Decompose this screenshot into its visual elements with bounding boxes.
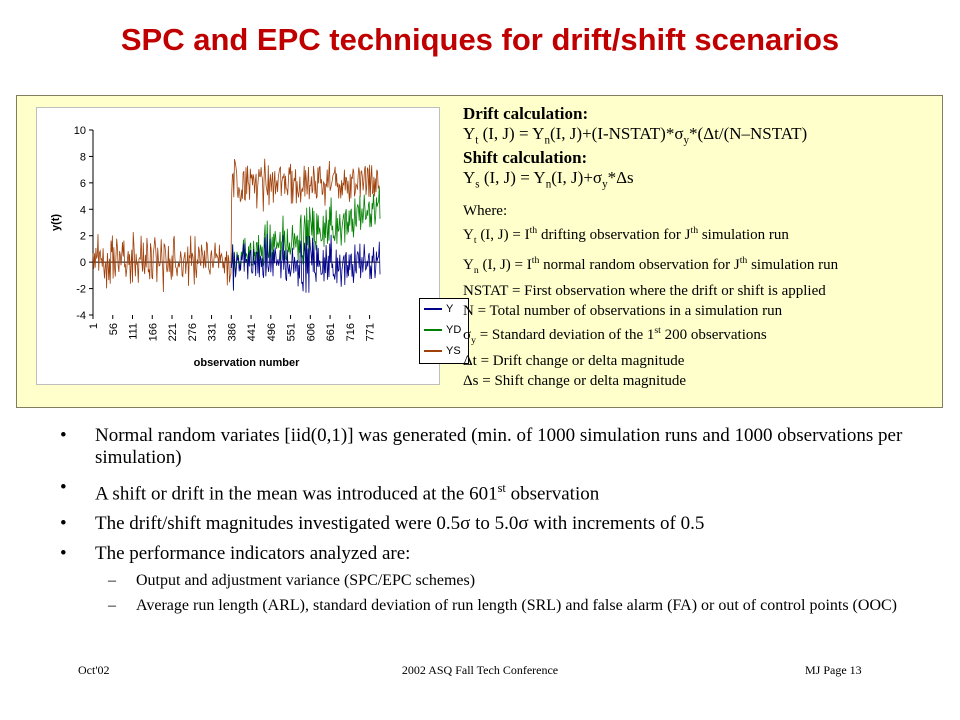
sub-bullet-dash: – — [108, 572, 116, 590]
x-tick-label: 1 — [88, 323, 100, 329]
chart-svg: -4 -2 0 2 4 6 8 10 1 56 111 166 221 276 331 386 441 496 55… — [50, 125, 381, 369]
x-tick-label: 221 — [167, 323, 179, 341]
footer-conference: 2002 ASQ Fall Tech Conference — [401, 663, 559, 677]
legend-swatch-YS — [424, 350, 442, 352]
drift-formula: Yt (I, J) = Yn(I, J)+(I-NSTAT)*σy*(Δt/(N… — [463, 124, 808, 147]
x-tick-label: 496 — [266, 323, 278, 341]
y-axis-label: y(t) — [50, 214, 62, 231]
x-tick-label: 606 — [305, 323, 317, 341]
y-tick-label: 8 — [80, 151, 86, 163]
bullet-dot: • — [60, 477, 67, 498]
legend-entry-Y: Y — [424, 303, 453, 315]
legend-swatch-YD — [424, 329, 442, 331]
x-tick-label: 771 — [365, 323, 377, 341]
bullet-item: • The performance indicators analyzed are… — [60, 543, 920, 565]
where-line-sigma: σy = Standard deviation of the 1st 200 o… — [463, 324, 767, 346]
bullet-2-sup: st — [497, 481, 506, 495]
sub-bullet-item: – Average run length (ARL), standard devi… — [60, 596, 920, 615]
drift-calc-label: Drift calculation — [463, 104, 583, 123]
bullet-text-2: A shift or drift in the mean was introdu… — [95, 483, 498, 505]
x-tick-label: 386 — [226, 323, 238, 341]
legend-label-Y: Y — [446, 303, 454, 315]
shift-calc-label: Shift calculation — [463, 148, 582, 168]
sub-bullet-dash: – — [108, 597, 116, 615]
y-tick-label: -4 — [76, 310, 86, 322]
where-line-nstat: NSTAT = First observation where the drif… — [463, 282, 826, 299]
drift-calc-heading: Drift calculation: — [463, 104, 589, 123]
bullet-text-1: Normal random variates [iid(0,1)] was ge… — [95, 425, 903, 468]
series-line-Y — [230, 233, 381, 293]
legend-entry-YD: YD — [424, 324, 461, 336]
legend-label-YD: YD — [446, 324, 462, 336]
chart-container: -4 -2 0 2 4 6 8 10 1 56 111 166 221 276 331 386 441 496 55… — [36, 107, 469, 385]
legend-label-YS: YS — [446, 345, 461, 357]
x-tick-label: 111 — [128, 323, 140, 340]
chart-legend: Y YD YS — [419, 298, 469, 364]
bullet-list: • Normal random variates [iid(0,1)] was g… — [60, 425, 920, 621]
legend-swatch-Y — [424, 308, 442, 310]
slide-title: SPC and EPC techniques for drift/shift s… — [120, 22, 840, 57]
where-line-n: N = Total number of observations in a si… — [463, 302, 783, 319]
footer-page: MJ Page 13 — [805, 663, 862, 677]
bullet-item: • A shift or drift in the mean was introd… — [60, 477, 920, 505]
legend-entry-YS: YS — [424, 345, 461, 357]
where-line-yt: Yt (I, J) = Ith drifting observation for… — [463, 224, 789, 246]
x-tick-label: 331 — [207, 323, 219, 341]
footer-date: Oct'02 — [78, 663, 110, 677]
x-tick-label: 716 — [345, 323, 357, 341]
bullet-text-4: The performance indicators analyzed are: — [95, 543, 411, 565]
bullet-dot: • — [60, 425, 67, 446]
shift-formula: Ys (I, J) = Yn(I, J)+σy*Δs — [463, 168, 634, 191]
sub-bullet-item: – Output and adjustment variance (SPC/EPC… — [60, 571, 920, 590]
y-tick-label: 4 — [80, 204, 86, 216]
where-line-ds: Δs = Shift change or delta magnitude — [463, 372, 687, 389]
y-tick-label: 0 — [80, 257, 86, 269]
y-tick-label: 6 — [80, 178, 86, 190]
x-tick-label: 661 — [325, 323, 337, 341]
y-tick-label: 10 — [74, 125, 86, 137]
x-tick-label: 441 — [246, 323, 258, 341]
bullet-text-3-tail: with increments of 0.5 — [528, 513, 705, 535]
bullet-dot: • — [60, 543, 67, 565]
bullet-text-3-mid: to 5.0 — [470, 513, 519, 535]
x-tick-label: 166 — [147, 323, 159, 341]
where-label: Where: — [463, 202, 508, 219]
shift-calc-heading: Shift calculation: — [463, 148, 588, 168]
x-tick-label: 276 — [187, 323, 199, 341]
x-tick-label: 551 — [286, 323, 298, 341]
where-line-yn: Yn (I, J) = Ith normal random observatio… — [463, 254, 839, 276]
formula-panel: Drift calculation: Yt (I, J) = Yn(I, J)+… — [463, 104, 943, 391]
y-tick-label: -2 — [76, 284, 86, 296]
bullet-dot: • — [60, 513, 67, 535]
bullet-text-3: The drift/shift magnitudes investigated … — [95, 513, 461, 535]
x-axis-label: observation number — [194, 357, 300, 369]
series-line-YS — [92, 158, 380, 293]
sub-bullet-text-2: Average run length (ARL), standard devia… — [136, 597, 897, 615]
x-tick-label: 56 — [108, 323, 120, 335]
bullet-text-2-tail: observation — [505, 483, 600, 505]
bullet-item: • The drift/shift magnitudes investigated… — [60, 513, 705, 535]
sub-bullet-text-1: Output and adjustment variance (SPC/EPC … — [136, 572, 476, 590]
bullet-item: • Normal random variates [iid(0,1)] was g… — [60, 425, 920, 469]
where-line-dt: Δt = Drift change or delta magnitude — [463, 352, 685, 369]
y-tick-label: 2 — [80, 231, 86, 243]
